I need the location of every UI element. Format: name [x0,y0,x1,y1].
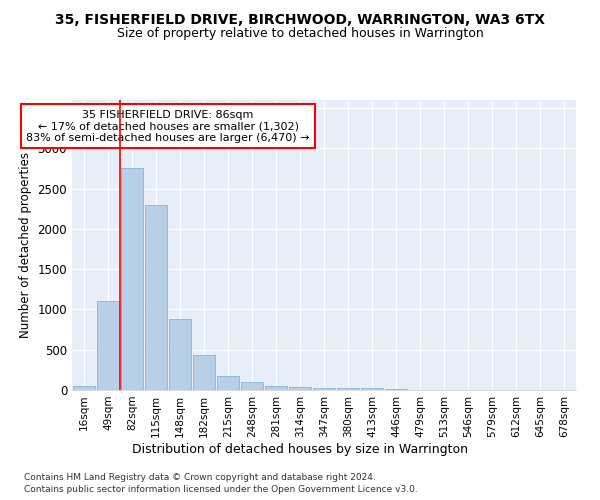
Bar [289,387,311,390]
Text: Contains HM Land Registry data © Crown copyright and database right 2024.: Contains HM Land Registry data © Crown c… [24,472,376,482]
Text: Contains public sector information licensed under the Open Government Licence v3: Contains public sector information licen… [24,485,418,494]
Bar [169,319,191,390]
Text: Distribution of detached houses by size in Warrington: Distribution of detached houses by size … [132,442,468,456]
Bar [385,389,407,390]
Bar [73,386,95,390]
Bar [145,204,167,390]
Bar [265,386,287,390]
Bar [361,388,383,390]
Bar [121,168,143,390]
Bar [193,356,215,390]
Bar [97,302,119,390]
Bar [337,388,359,390]
Bar [217,376,239,390]
Bar [241,382,263,390]
Text: 35 FISHERFIELD DRIVE: 86sqm
← 17% of detached houses are smaller (1,302)
83% of : 35 FISHERFIELD DRIVE: 86sqm ← 17% of det… [26,110,310,143]
Text: Size of property relative to detached houses in Warrington: Size of property relative to detached ho… [116,28,484,40]
Bar [313,388,335,390]
Text: 35, FISHERFIELD DRIVE, BIRCHWOOD, WARRINGTON, WA3 6TX: 35, FISHERFIELD DRIVE, BIRCHWOOD, WARRIN… [55,12,545,26]
Y-axis label: Number of detached properties: Number of detached properties [19,152,32,338]
